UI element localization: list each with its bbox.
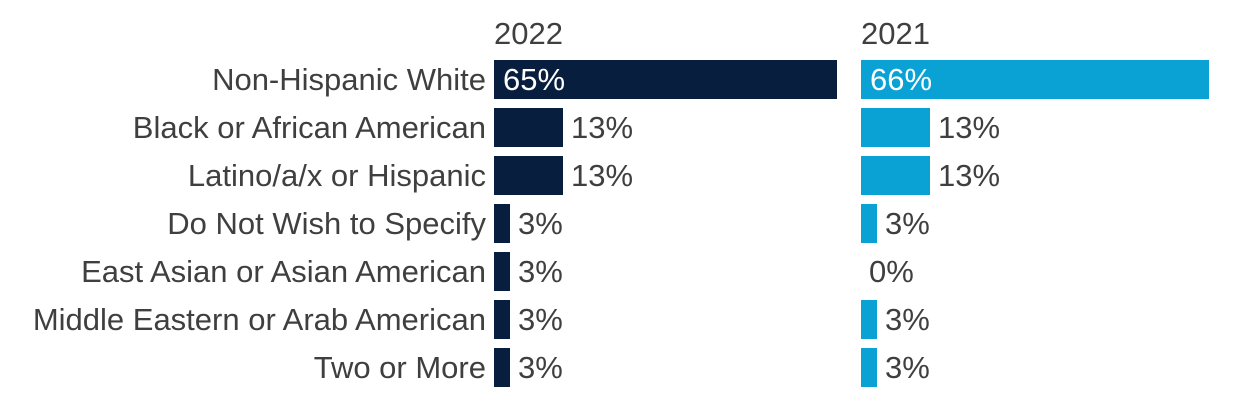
value-label-2021: 13% xyxy=(938,110,1001,145)
value-label-2021: 3% xyxy=(885,302,930,337)
value-label-2022: 3% xyxy=(518,302,563,337)
bar-2021 xyxy=(861,204,877,243)
series-header-2021: 2021 xyxy=(861,16,930,51)
category-label: Two or More xyxy=(313,350,486,385)
category-label: Non-Hispanic White xyxy=(212,62,486,97)
bar-2022 xyxy=(494,204,510,243)
bar-2022 xyxy=(494,108,563,147)
value-label-2021: 13% xyxy=(938,158,1001,193)
value-label-2021: 3% xyxy=(885,206,930,241)
value-label-2021: 66% xyxy=(870,62,933,97)
bar-2022 xyxy=(494,60,837,99)
bar-2021 xyxy=(861,60,1209,99)
category-label: Black or African American xyxy=(132,110,486,145)
value-label-2022: 65% xyxy=(503,62,566,97)
bar-2022 xyxy=(494,252,510,291)
bar-2022 xyxy=(494,300,510,339)
category-label: Middle Eastern or Arab American xyxy=(32,302,486,337)
bar-2021 xyxy=(861,108,930,147)
series-header-2022: 2022 xyxy=(494,16,563,51)
bar-2022 xyxy=(494,156,563,195)
bar-2021 xyxy=(861,300,877,339)
category-label: East Asian or Asian American xyxy=(81,254,486,289)
value-label-2022: 3% xyxy=(518,254,563,289)
bar-2021 xyxy=(861,348,877,387)
value-label-2021: 3% xyxy=(885,350,930,385)
value-label-2022: 3% xyxy=(518,206,563,241)
bar-2022 xyxy=(494,348,510,387)
value-label-2022: 3% xyxy=(518,350,563,385)
value-label-2022: 13% xyxy=(571,110,634,145)
bar-2021 xyxy=(861,156,930,195)
category-label: Do Not Wish to Specify xyxy=(167,206,486,241)
category-label: Latino/a/x or Hispanic xyxy=(187,158,486,193)
value-label-2022: 13% xyxy=(571,158,634,193)
value-label-2021: 0% xyxy=(869,254,914,289)
